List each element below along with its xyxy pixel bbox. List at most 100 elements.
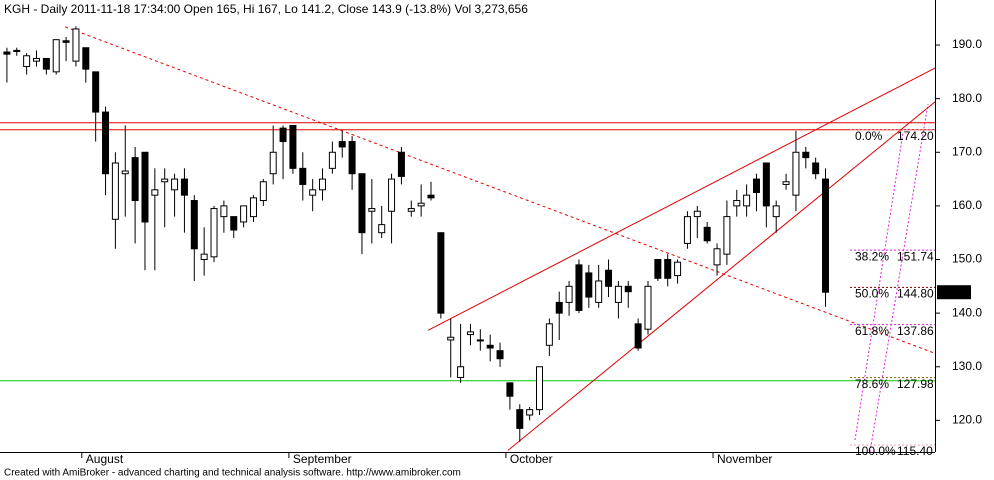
candle-body [220, 205, 228, 218]
candle-body [634, 323, 642, 349]
candle-body [516, 409, 524, 429]
candle-body [161, 178, 169, 183]
candle-body [772, 205, 780, 218]
last-price-label: 143.9 [941, 284, 971, 298]
y-tick-label: 160.0 [952, 198, 982, 212]
y-tick-label: 190.0 [952, 37, 982, 51]
candle-body [674, 261, 682, 277]
candle-body [624, 285, 632, 293]
x-tick-label: November [717, 452, 772, 466]
candle-body [42, 57, 50, 70]
candle-body [802, 151, 810, 159]
candle-body [664, 259, 672, 279]
candle-body [72, 28, 80, 62]
candle-body [417, 202, 425, 207]
candle-body [3, 51, 11, 55]
y-tick-label: 170.0 [952, 144, 982, 158]
candle-body [506, 382, 514, 397]
candle-body [762, 162, 770, 207]
fib-label: 50.0% [855, 287, 889, 301]
candle-body [328, 151, 336, 169]
candle-body [249, 197, 257, 218]
fib-label: 61.8% [855, 324, 889, 338]
footer: Created with AmiBroker - advanced charti… [4, 468, 461, 479]
candle-body [13, 49, 21, 52]
candle-body [526, 409, 534, 416]
candle-body [545, 323, 553, 346]
candle-body [358, 173, 366, 234]
candle-body [368, 208, 376, 212]
y-tick-label: 120.0 [952, 413, 982, 427]
fib-value: 127.98 [897, 377, 934, 391]
candle-body [713, 248, 721, 266]
candle-body [486, 344, 494, 349]
candle-body [32, 57, 40, 62]
fib-value: 137.86 [897, 324, 934, 338]
candle-body [52, 39, 60, 73]
candle-body [683, 216, 691, 244]
last-price-box [937, 285, 971, 300]
candle-body [92, 71, 100, 113]
candle-body [644, 285, 652, 330]
candle-body [605, 269, 613, 287]
y-tick-label: 130.0 [952, 359, 982, 373]
candle-body [210, 208, 218, 258]
candle-body [279, 127, 287, 143]
candle-body [437, 232, 445, 314]
candle-body [259, 181, 267, 202]
candle-body [822, 178, 830, 293]
fib-value: 144.80 [897, 287, 934, 301]
candle-body [397, 151, 405, 177]
candle-body [23, 55, 31, 67]
candle-body [121, 170, 129, 175]
candle-body [171, 178, 179, 191]
candle-body [82, 47, 90, 70]
fib-value: 115.40 [897, 444, 933, 458]
candle-body [743, 194, 751, 207]
trendline [64, 26, 936, 354]
candle-body [299, 167, 307, 185]
candle-body [269, 151, 277, 175]
candle-body [319, 178, 327, 191]
candle-body [102, 111, 110, 175]
candle-body [378, 224, 386, 234]
candle-body [476, 339, 484, 342]
candle-body [693, 210, 701, 218]
candle-body [752, 178, 760, 193]
candle-body [131, 157, 139, 202]
candle-body [309, 189, 317, 196]
fib-label: 100.0% [855, 444, 896, 458]
candle-body [180, 178, 188, 196]
candle-body [654, 259, 662, 279]
trendline [427, 67, 936, 331]
chart-title: KGH - Daily 2011-11-18 17:34:00 Open 165… [4, 2, 528, 16]
fib-label: 78.6% [855, 377, 889, 391]
candle-body [792, 151, 800, 196]
candle-body [595, 280, 603, 303]
trendline [507, 101, 936, 451]
candle-body [466, 331, 474, 336]
fib-value: 174.20 [897, 129, 934, 143]
candle-body [348, 141, 356, 175]
candle-body [240, 205, 248, 223]
candle-body [447, 336, 455, 341]
x-tick-label: September [293, 452, 352, 466]
candle-body [703, 226, 711, 242]
candle-body [427, 194, 435, 199]
fib-guide [869, 103, 929, 453]
candle-body [338, 141, 346, 148]
candle-body [200, 253, 208, 261]
candle-body [496, 350, 504, 360]
candle-body [62, 40, 70, 43]
candle-body [151, 189, 159, 196]
candle-body [575, 264, 583, 311]
fib-value: 151.74 [897, 249, 934, 263]
candle-body [812, 162, 820, 175]
x-tick-label: October [510, 452, 553, 466]
candle-body [782, 181, 790, 185]
candle-body [141, 151, 149, 223]
fib-label: 38.2% [855, 249, 889, 263]
candle-body [535, 366, 543, 411]
